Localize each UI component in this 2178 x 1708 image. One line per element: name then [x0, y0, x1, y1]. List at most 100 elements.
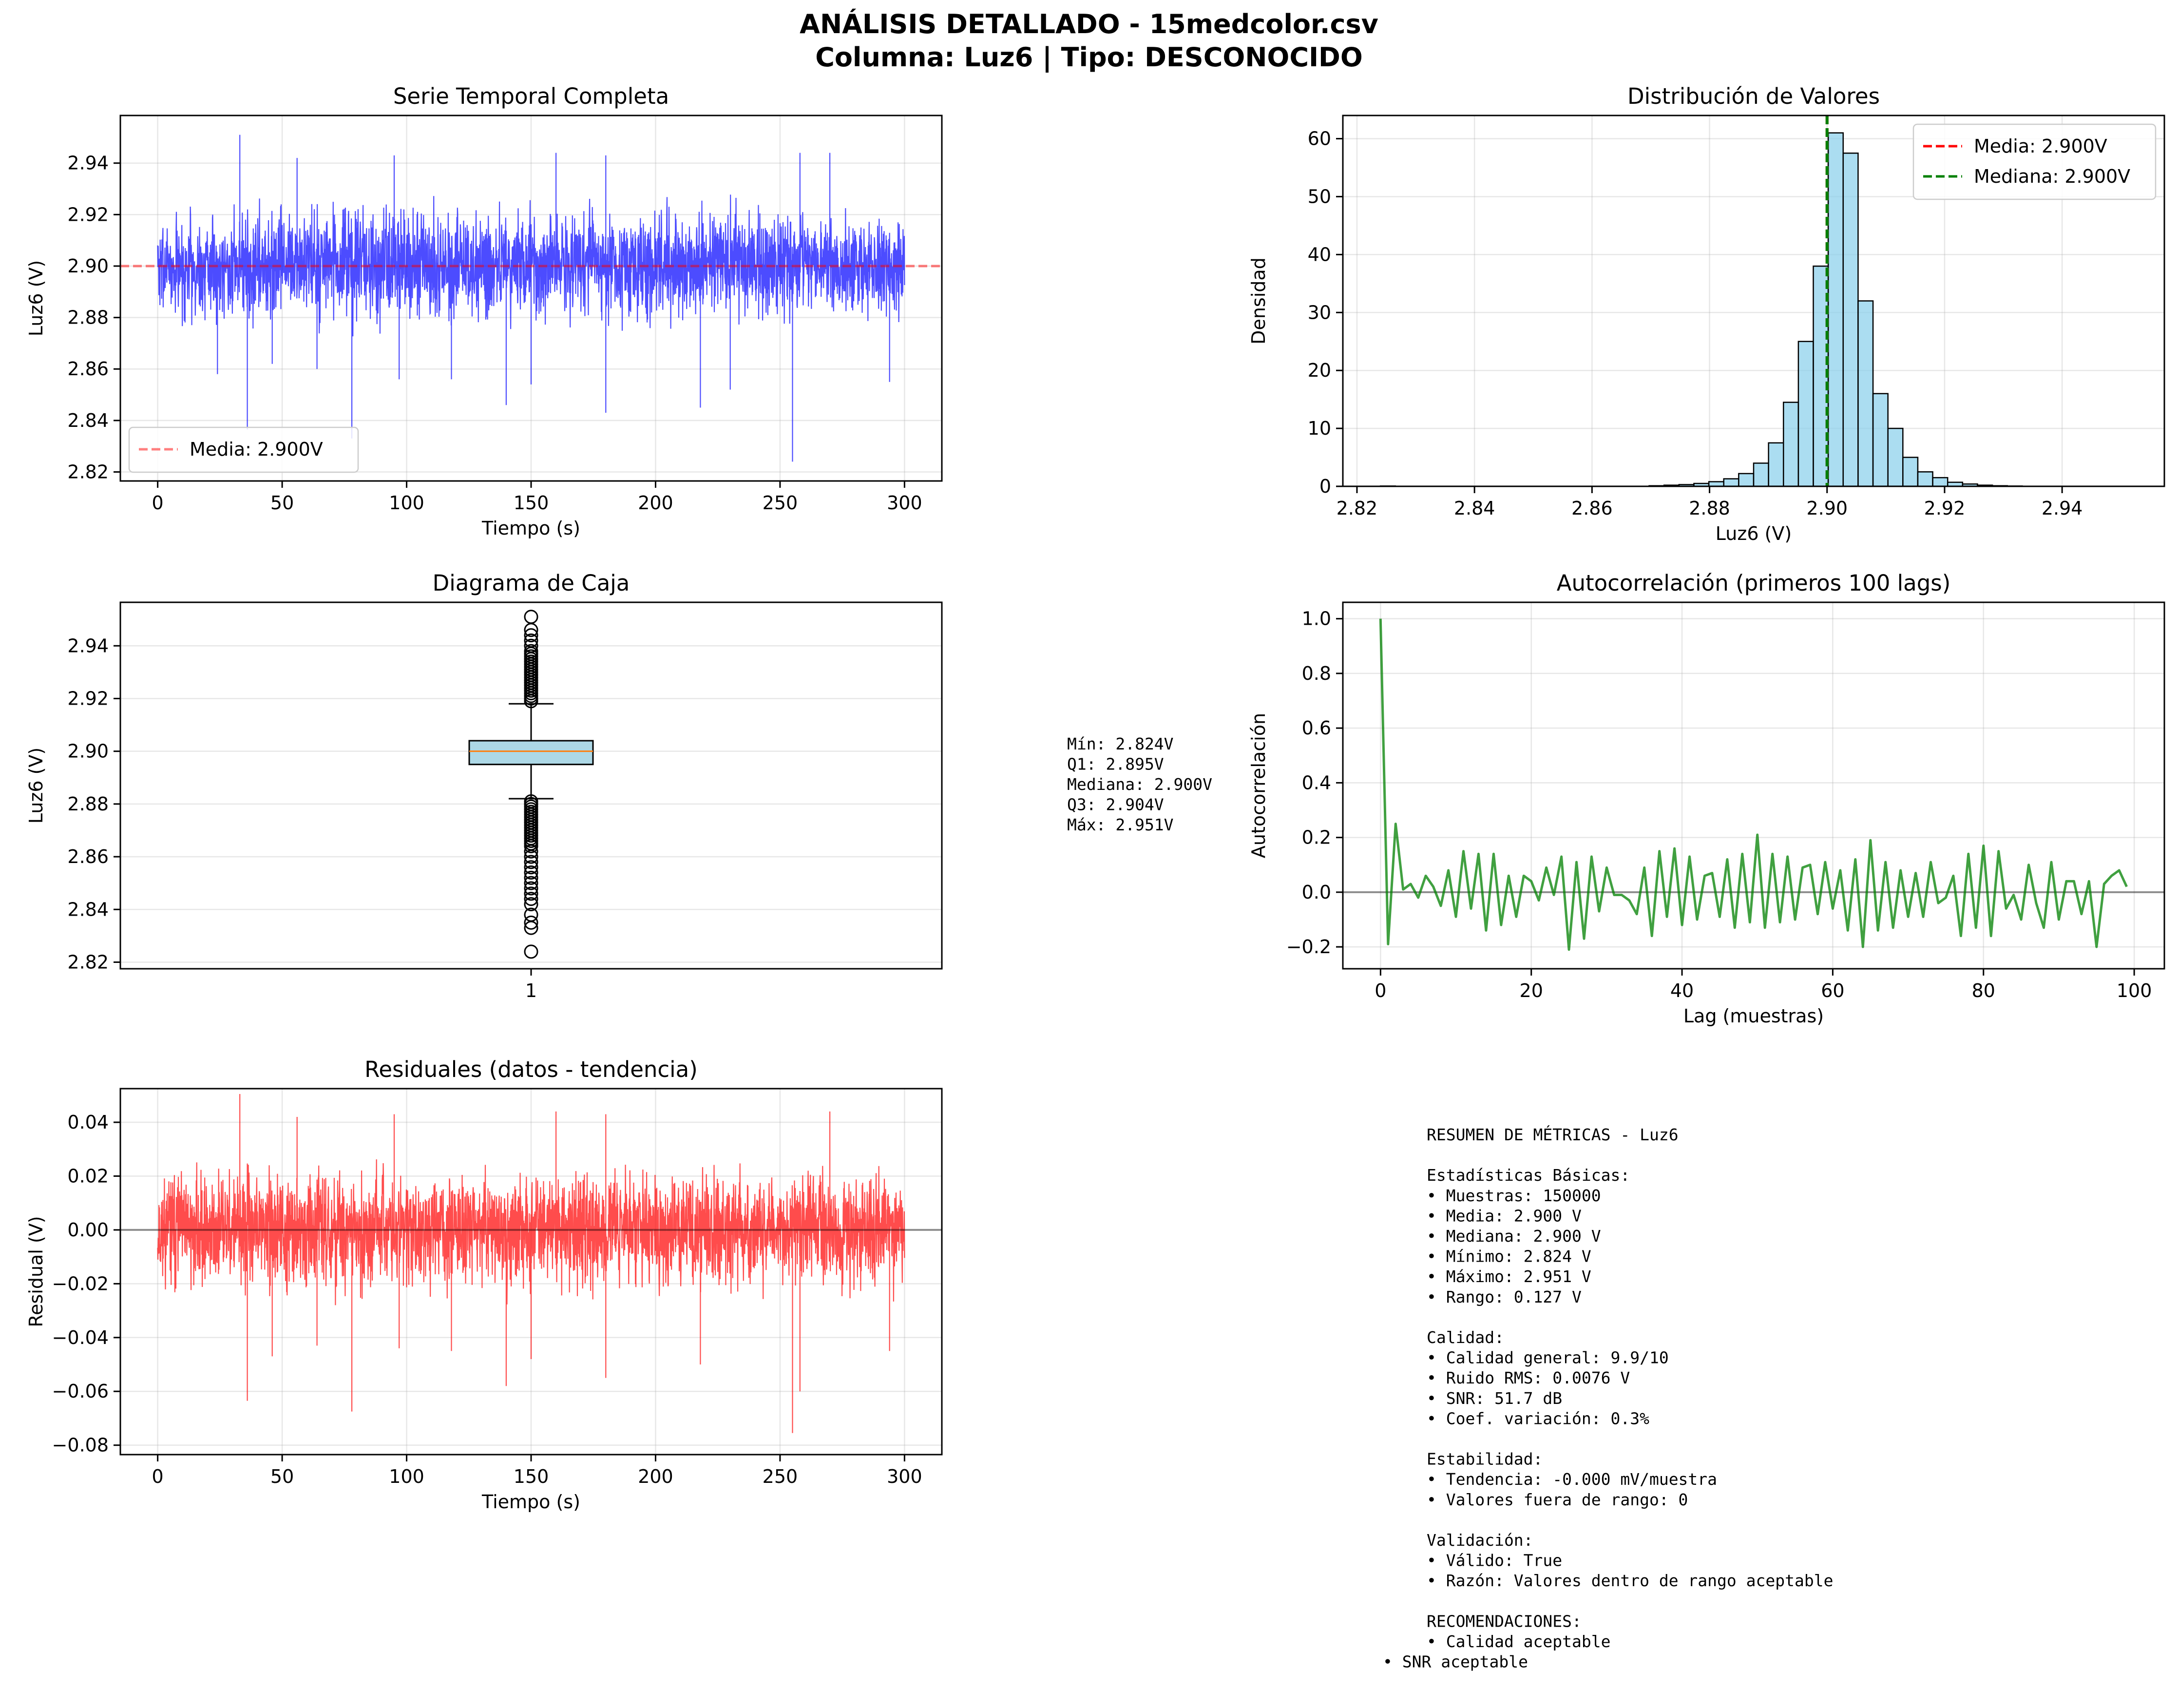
- y-tick-label: 2.86: [67, 358, 109, 380]
- y-tick-label: 1.0: [1302, 608, 1331, 630]
- x-tick-label: 80: [1972, 980, 1995, 1001]
- y-axis-label: Residual (V): [25, 1216, 47, 1327]
- summary-line: • Máximo: 2.951 V: [1427, 1267, 1591, 1286]
- y-tick-label: 40: [1308, 244, 1331, 265]
- y-tick-label: 20: [1308, 360, 1331, 381]
- outlier-point: [524, 860, 538, 875]
- summary-line: • Mínimo: 2.824 V: [1427, 1247, 1591, 1266]
- box-iqr: [468, 740, 594, 766]
- y-tick-label: −0.06: [52, 1381, 109, 1402]
- y-tick-label: 2.88: [67, 793, 109, 815]
- axes-frame: [119, 601, 943, 970]
- hist-bar: [1887, 427, 1904, 486]
- outlier-point: [524, 865, 538, 880]
- chart-histogram: Distribución de Valores 0 10 20 30 40 50 60 2.82…: [1248, 83, 2165, 544]
- x-tick-label: 1: [525, 980, 537, 1001]
- summary-line: • Rango: 0.127 V: [1427, 1287, 1582, 1306]
- summary-line: • Calidad general: 9.9/10: [1427, 1348, 1669, 1367]
- summary-line: • SNR: 51.7 dB: [1427, 1389, 1562, 1408]
- outlier-point: [524, 610, 538, 624]
- summary-line: • Mediana: 2.900 V: [1427, 1227, 1601, 1246]
- legend: Media: 2.900V Mediana: 2.900V: [1912, 123, 2157, 200]
- hist-bar: [1842, 153, 1859, 486]
- y-tick-label: 0.02: [67, 1165, 109, 1187]
- outlier-point: [524, 633, 538, 648]
- x-tick-label: 2.88: [1689, 498, 1730, 519]
- x-tick-label: 100: [389, 1466, 424, 1487]
- chart-title: Diagrama de Caja: [433, 570, 630, 596]
- y-tick-label: 0: [1319, 476, 1331, 497]
- hist-bar: [1917, 471, 1933, 486]
- y-tick-label: 10: [1308, 418, 1331, 439]
- summary-line: • Calidad aceptable: [1427, 1632, 1611, 1651]
- hist-bar: [1872, 393, 1889, 486]
- chart-timeseries: Serie Temporal Completa 2.82 2.84 2.86 2.88 2…: [25, 83, 943, 539]
- x-tick-label: 300: [887, 492, 922, 514]
- y-tick-label: 2.88: [67, 307, 109, 328]
- y-tick-label: 30: [1308, 302, 1331, 323]
- plot-area: [468, 610, 594, 959]
- y-tick-label: 2.90: [67, 255, 109, 277]
- summary-line: • Tendencia: -0.000 mV/muestra: [1427, 1470, 1717, 1489]
- x-tick-label: 0: [152, 492, 164, 514]
- summary-text: RESUMEN DE MÉTRICAS - Luz6 Estadísticas B…: [1383, 1125, 1833, 1671]
- x-tick-label: 20: [1520, 980, 1543, 1001]
- plot-area: [1343, 618, 2164, 951]
- outlier-point: [524, 876, 538, 890]
- y-tick-label: 0.6: [1302, 717, 1331, 739]
- grid: [120, 645, 942, 963]
- summary-line: • Muestras: 150000: [1427, 1186, 1601, 1205]
- y-tick-label: −0.2: [1286, 936, 1331, 958]
- summary-line: Calidad:: [1427, 1328, 1504, 1347]
- x-tick-label: 250: [763, 492, 798, 514]
- y-tick-label: 2.82: [67, 461, 109, 483]
- chart-residuals: Residuales (datos - tendencia) −0.08 −0.06…: [25, 1056, 943, 1513]
- y-tick-label: 0.2: [1302, 827, 1331, 848]
- x-tick-label: 150: [514, 1466, 549, 1487]
- y-tick-label: 0.0: [1302, 882, 1331, 903]
- y-tick-label: 2.94: [67, 153, 109, 174]
- outlier-point: [524, 897, 538, 911]
- outlier-point: [524, 628, 538, 643]
- x-tick-label: 50: [270, 1466, 294, 1487]
- x-axis-label: Luz6 (V): [1716, 523, 1792, 544]
- chart-title: Serie Temporal Completa: [393, 83, 669, 109]
- x-tick-label: 150: [514, 492, 549, 514]
- x-tick-label: 2.82: [1337, 498, 1378, 519]
- legend: Media: 2.900V: [128, 426, 359, 473]
- y-tick-label: 0.00: [67, 1219, 109, 1241]
- grid: [1343, 602, 2164, 969]
- outlier-point: [524, 944, 538, 959]
- legend-label: Media: 2.900V: [190, 439, 323, 460]
- outlier-point: [524, 892, 538, 906]
- y-tick-label: 0.4: [1302, 772, 1331, 793]
- axes-frame: [1342, 115, 2165, 487]
- y-tick-label: 0.8: [1302, 663, 1331, 684]
- chart-autocorr: Autocorrelación (primeros 100 lags) −0.2 0…: [1248, 570, 2165, 1027]
- legend-box: [1912, 123, 2157, 200]
- summary-line: • Valores fuera de rango: 0: [1427, 1490, 1688, 1509]
- x-tick-label: 40: [1670, 980, 1694, 1001]
- box-stat-line: Máx: 2.951V: [1067, 815, 1174, 834]
- x-axis-label: Lag (muestras): [1683, 1005, 1824, 1027]
- summary-line: • SNR aceptable: [1383, 1652, 1528, 1671]
- outlier-point: [524, 844, 538, 859]
- plot-area: [120, 134, 942, 462]
- legend-box: [128, 426, 359, 473]
- outlier-point: [524, 849, 538, 864]
- plot-area: [120, 1094, 942, 1433]
- x-tick-label: 2.90: [1806, 498, 1848, 519]
- residual-line: [157, 1094, 905, 1433]
- x-tick-label: 0: [1375, 980, 1386, 1001]
- x-tick-label: 2.86: [1571, 498, 1613, 519]
- hist-bar: [1902, 457, 1919, 486]
- summary-line: • Media: 2.900 V: [1427, 1206, 1582, 1225]
- x-tick-label: 100: [2117, 980, 2152, 1001]
- hist-bar: [1723, 478, 1739, 486]
- y-axis-label: Densidad: [1248, 257, 1269, 345]
- y-axis-label: Autocorrelación: [1248, 713, 1269, 858]
- outlier-point: [524, 921, 538, 935]
- summary-line: Estabilidad:: [1427, 1450, 1543, 1469]
- y-tick-label: 2.84: [67, 899, 109, 920]
